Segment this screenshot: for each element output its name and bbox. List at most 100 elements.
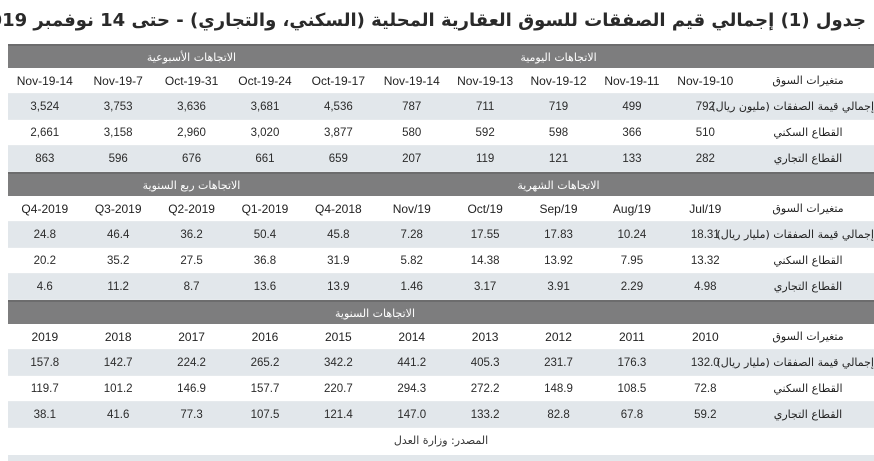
table-cell: 3,020 [250,126,280,139]
column-header: 2010 [691,329,719,344]
group-annual: الاتجاهات السنوية [334,306,416,320]
table-cell: 342.2 [323,356,353,369]
table-row-commercial: القطاع التجاري 4.98 2.29 3.91 3.17 1.46 … [8,274,874,300]
table-cell: 35.2 [106,254,130,267]
row-label: متغيرات السوق [772,330,844,343]
column-header: 2019-Q2 [168,201,215,216]
column-header: 12-Nov-19 [530,73,587,88]
table-cell: 132.0 [690,356,720,369]
row-label: القطاع التجاري [773,408,843,421]
column-header: 2012 [545,329,572,344]
table-cell: 7.28 [400,228,423,241]
table-cell: 11.2 [107,280,129,293]
table-cell: 3,681 [250,100,280,113]
section-header-annual: الاتجاهات السنوية [8,300,874,324]
column-header: 24-Oct-19 [238,73,292,88]
table-cell: 142.7 [103,356,133,369]
table-cell: 148.9 [544,382,573,395]
table-cell: 107.5 [250,408,280,421]
row-label: القطاع التجاري [773,280,843,293]
market-transactions-table: الاتجاهات اليومية الاتجاهات الأسبوعية مت… [8,44,874,428]
table-cell: 7.95 [620,254,644,267]
table-row-residential: القطاع السكني 13.32 7.95 13.92 14.38 5.8… [8,248,874,274]
row-label: القطاع التجاري [773,152,843,165]
row-label: إجمالي قيمة الصفقات (مليار ريال) [716,228,874,241]
table-cell: 3.17 [473,280,497,293]
table-cell: 3,524 [30,100,60,113]
table-cell: 510 [695,126,715,139]
table-cell: 2.29 [620,280,644,293]
table-cell: 265.2 [250,356,280,369]
column-header: 7-Nov-19 [93,73,143,88]
table-cell: 50.4 [253,228,277,241]
table-row-columns: متغيرات السوق Jul/19 Aug/19 Sep/19 Oct/1… [8,196,874,222]
table-cell: 147.0 [397,408,427,421]
table-cell: 36.2 [180,228,203,241]
table-row-total: إجمالي قيمة الصفقات (مليار ريال) 18.31 1… [8,222,874,248]
table-cell: 2,960 [177,126,206,139]
table-cell: 441.2 [397,356,427,369]
table-cell: 863 [35,152,55,165]
column-header: 17-Oct-19 [311,73,366,88]
table-cell: 59.2 [694,408,717,421]
column-header: 2015 [325,329,352,344]
table-cell: 592 [475,126,495,139]
column-header: 10-Nov-19 [677,73,734,88]
table-cell: 207 [402,152,422,165]
table-cell: 405.3 [470,356,500,369]
column-header: Jul/19 [689,201,722,216]
table-cell: 121 [548,152,569,165]
table-cell: 787 [402,100,422,113]
table-cell: 3,636 [177,100,206,113]
table-cell: 133 [622,152,642,165]
table-cell: 719 [548,100,569,113]
table-cell: 4.6 [36,280,53,293]
table-title: جدول (1) إجمالي قيم الصفقات للسوق العقار… [0,10,866,31]
table-cell: 36.8 [253,254,277,267]
group-weekly: الاتجاهات الأسبوعية [146,50,237,64]
table-cell: 38.1 [33,408,56,421]
table-cell: 20.2 [33,254,56,267]
table-row-total: إجمالي قيمة الصفقات (مليار ريال) 132.0 1… [8,350,874,376]
section-header-monthly-quarterly: الاتجاهات الشهرية الاتجاهات ربع السنوية [8,172,874,196]
table-row-total: إجمالي قيمة الصفقات (مليون ريال) 792 499… [8,94,874,120]
table-cell: 596 [108,152,128,165]
table-cell: 13.6 [253,280,277,293]
row-label: متغيرات السوق [772,74,844,87]
table-cell: 13.32 [690,254,720,267]
table-cell: 67.8 [620,408,644,421]
table-cell: 8.7 [183,280,200,293]
column-header: 2019-Q3 [94,201,142,216]
table-cell: 133.2 [470,408,500,421]
table-cell: 711 [475,100,495,113]
column-header: 2018-Q4 [314,201,362,216]
table-cell: 282 [695,152,715,165]
row-label: إجمالي قيمة الصفقات (مليون ريال) [711,100,874,113]
table-row-commercial: القطاع التجاري 59.2 67.8 82.8 133.2 147.… [8,402,874,428]
table-cell: 14.38 [470,254,500,267]
column-header: 2019 [31,329,59,344]
table-cell: 17.55 [470,228,500,241]
column-header: 2011 [619,329,645,344]
table-cell: 366 [622,126,642,139]
table-row-residential: القطاع السكني 510 366 598 592 580 3,877 … [8,120,874,146]
table-cell: 294.3 [397,382,427,395]
table-cell: 1.46 [400,280,423,293]
table-cell: 792 [695,100,715,113]
column-header: 14-Nov-19 [383,73,440,88]
bottom-divider [8,455,874,461]
column-header: 14-Nov-19 [16,73,73,88]
table-cell: 101.2 [103,382,133,395]
table-cell: 3,877 [323,126,353,139]
column-header: 2014 [398,329,426,344]
table-cell: 24.8 [33,228,56,241]
table-cell: 5.82 [400,254,423,267]
table-cell: 661 [255,152,275,165]
column-header: 13-Nov-19 [457,73,514,88]
table-cell: 46.4 [106,228,130,241]
table-cell: 77.3 [180,408,203,421]
column-header: 2013 [471,329,499,344]
table-cell: 82.8 [547,408,570,421]
section-header-daily-weekly: الاتجاهات اليومية الاتجاهات الأسبوعية [8,44,874,68]
row-label: القطاع السكني [773,254,843,267]
